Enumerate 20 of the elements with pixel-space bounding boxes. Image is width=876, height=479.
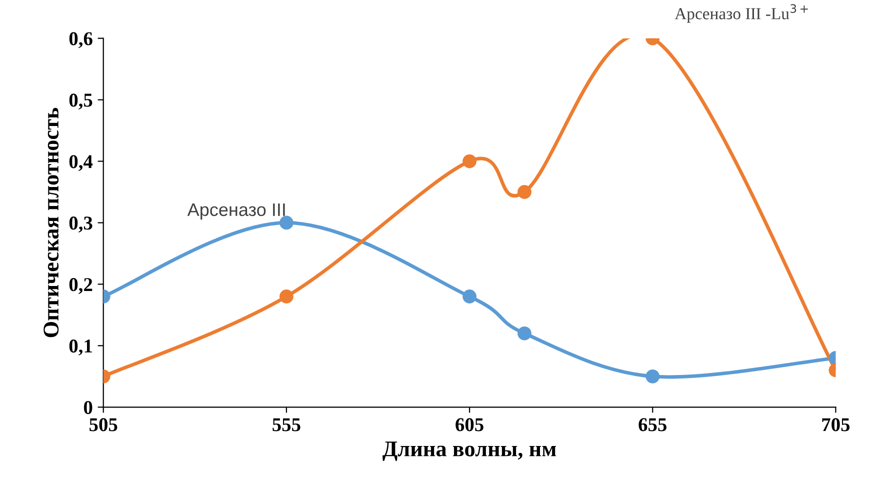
y-axis-title: Оптическая плотность — [44, 108, 59, 338]
point — [462, 154, 476, 168]
y-tick-label: 0,3 — [69, 216, 92, 232]
y-tick-label: 0 — [84, 400, 92, 414]
y-tick-label: 0,1 — [69, 339, 92, 356]
point — [518, 326, 532, 340]
series-label: Арсеназо III -Lu$^{3+}$ — [674, 4, 808, 23]
x-tick-label: 505 — [90, 418, 118, 432]
point — [462, 290, 476, 304]
x-tick-label: 605 — [456, 418, 484, 432]
y-tick-label: 0,2 — [69, 278, 92, 294]
y-tick-label: 0,4 — [69, 155, 93, 172]
y-tick-label: 0,6 — [69, 32, 92, 48]
x-tick-label: 655 — [638, 418, 666, 432]
series-label: Арсеназо III — [187, 203, 285, 220]
x-axis-title: Длина волны, нм — [382, 442, 556, 461]
x-tick-label: 705 — [822, 418, 850, 432]
point — [518, 185, 532, 199]
x-tick-label: 555 — [272, 418, 300, 432]
y-tick-label: 0,5 — [69, 94, 92, 110]
